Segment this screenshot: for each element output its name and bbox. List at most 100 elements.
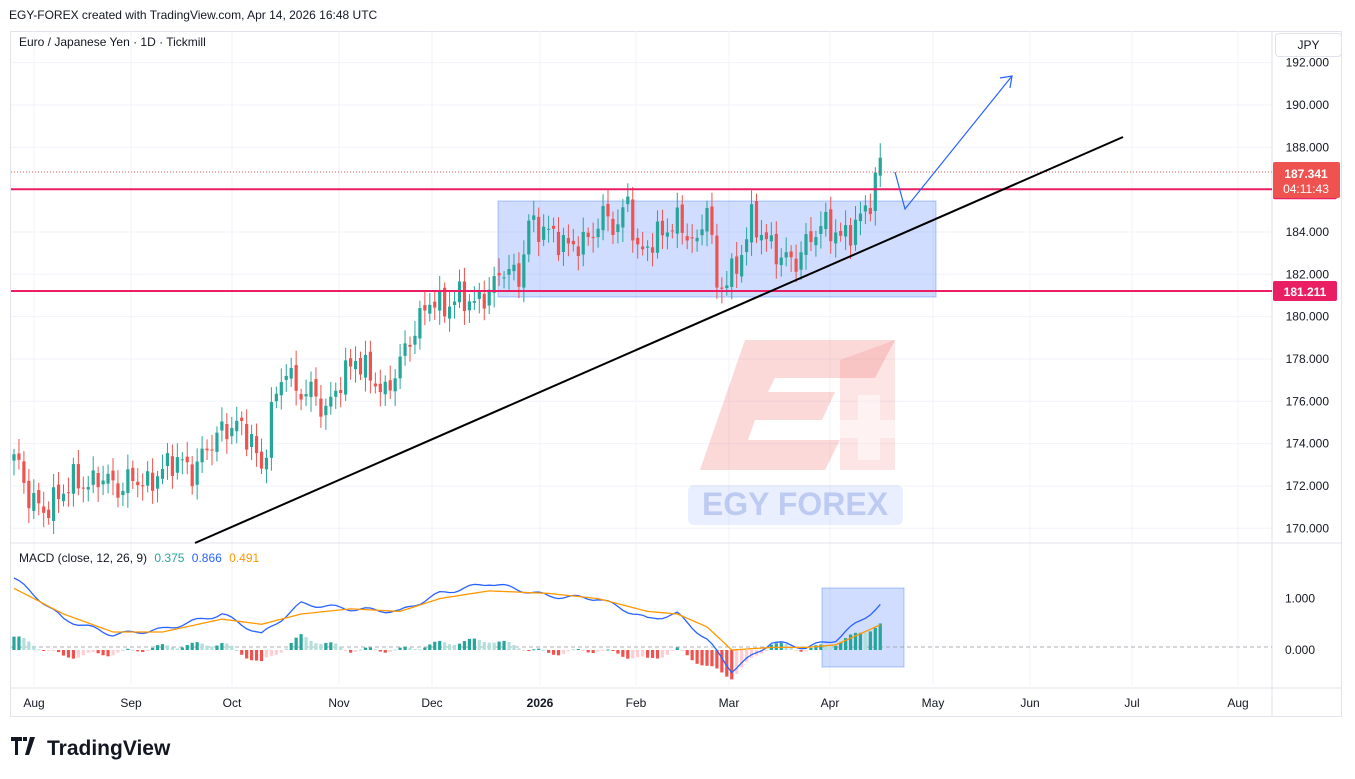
time-tick-label: 2026 [527,696,554,710]
candle-body [294,365,298,391]
histogram-bar [621,650,625,657]
histogram-bar [96,650,100,654]
histogram-bar [749,650,754,658]
histogram-bar [264,650,269,658]
candle-body [537,216,541,242]
candle-body [200,448,204,463]
histogram-bar [660,650,665,658]
macd-legend[interactable]: MACD (close, 12, 26, 9) 0.375 0.866 0.49… [19,551,259,565]
candle-body [235,420,239,432]
candle-body [433,301,437,308]
candle-body [784,252,788,258]
chart-frame [10,31,1342,717]
candle-body [101,480,105,485]
histogram-bar [789,646,793,650]
candle-body [368,351,372,381]
candle-body [482,293,486,309]
candle-body [829,209,833,242]
candle-body [858,213,863,222]
time-tick-label: Mar [719,696,740,710]
candle-body [141,485,145,487]
histogram-bar [378,650,382,652]
histogram-bar [304,637,308,650]
candle-body [616,224,620,233]
candle-body [670,230,674,232]
histogram-bar [76,650,80,658]
histogram-bar [245,650,249,659]
histogram-bar [641,650,645,657]
histogram-bar [794,650,798,651]
candle-body [814,237,818,246]
histogram-bar [616,650,620,654]
candle-body [17,453,21,460]
candle-body [527,220,531,255]
candle-body [428,304,432,314]
trendline[interactable] [194,136,1124,544]
histogram-bar [591,650,595,654]
histogram-bar [710,650,714,667]
candle-body [774,233,778,265]
histogram-bar [715,650,719,669]
candle-body [344,360,348,395]
histogram-bar [809,647,813,650]
histogram-bar [858,632,863,650]
candle-body [586,232,590,238]
histogram-bar [131,649,135,651]
histogram-bar [571,649,575,651]
histogram-bar [705,650,709,666]
candlesticks [12,143,882,534]
time-tick-label: Jul [1124,696,1139,710]
candle-body [715,235,719,288]
price-tick-label: 184.000 [1286,225,1330,239]
histogram-bar [507,642,511,650]
candle-body [358,357,363,375]
candle-body [853,219,858,245]
candle-body [695,237,699,242]
candle-body [472,301,476,303]
histogram-bar [81,650,85,656]
histogram-bar [868,631,872,650]
candle-body [754,200,759,238]
time-tick-label: Jun [1020,696,1039,710]
tradingview-brand: TradingView [47,737,171,760]
price-tick-label: 174.000 [1286,437,1330,451]
histogram-bar [269,650,273,656]
candle-body [492,276,496,293]
histogram-bar [121,649,125,651]
time-tick-label: May [922,696,945,710]
macd-tick-label: 0.000 [1285,643,1315,657]
price-tick-label: 170.000 [1286,521,1330,535]
candle-body [388,380,392,391]
candle-body [131,467,135,482]
macd-highlight-box[interactable] [821,587,905,668]
histogram-bar [863,632,867,650]
histogram-bar [477,640,481,650]
arrow-head [999,75,1013,89]
histogram-bar [685,650,689,656]
candle-body [571,240,575,245]
candle-body [804,234,808,255]
histogram-bar [230,645,234,650]
candle-body [175,457,179,473]
currency-button[interactable]: JPY [1275,33,1342,57]
histogram-bar [210,646,214,650]
histogram-bar [299,634,303,650]
candle-body [314,379,318,397]
macd-value: 0.866 [191,551,222,565]
candle-body [220,421,224,431]
macd-tick-label: 1.000 [1285,592,1315,606]
histogram-bar [12,636,16,650]
candle-body [542,226,546,240]
histogram-bar [472,638,476,650]
candle-body [834,232,838,244]
histogram-bar [56,650,61,653]
tradingview-logo[interactable]: TradingView [11,737,170,761]
candle-body [324,405,328,416]
candle-body [512,264,516,272]
projection-arrow[interactable] [894,75,1013,211]
candle-body [868,208,872,214]
symbol-title[interactable]: Euro / Japanese Yen · 1D · Tickmill [19,35,206,49]
histogram-bar [250,650,254,661]
